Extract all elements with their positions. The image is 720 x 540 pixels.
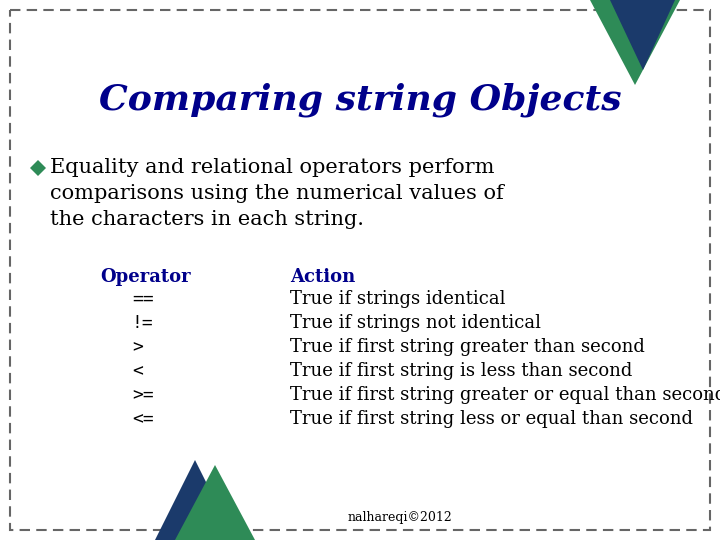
Text: Action: Action <box>290 268 355 286</box>
Polygon shape <box>155 460 235 540</box>
Text: nalhareqi©2012: nalhareqi©2012 <box>348 511 452 524</box>
Polygon shape <box>610 0 675 70</box>
Text: <: < <box>132 362 143 380</box>
Text: True if strings not identical: True if strings not identical <box>290 314 541 332</box>
Text: !=: != <box>132 314 154 332</box>
Text: <=: <= <box>132 410 154 428</box>
Polygon shape <box>590 0 680 85</box>
Text: the characters in each string.: the characters in each string. <box>50 210 364 229</box>
Text: >=: >= <box>132 386 154 404</box>
Text: True if first string is less than second: True if first string is less than second <box>290 362 632 380</box>
Text: Comparing string Objects: Comparing string Objects <box>99 83 621 117</box>
Text: ==: == <box>132 290 154 308</box>
Text: True if first string greater than second: True if first string greater than second <box>290 338 645 356</box>
Text: Equality and relational operators perform: Equality and relational operators perfor… <box>50 158 495 177</box>
Text: True if first string greater or equal than second: True if first string greater or equal th… <box>290 386 720 404</box>
Polygon shape <box>30 160 46 176</box>
Text: True if strings identical: True if strings identical <box>290 290 505 308</box>
Polygon shape <box>175 465 255 540</box>
Text: True if first string less or equal than second: True if first string less or equal than … <box>290 410 693 428</box>
Text: Operator: Operator <box>100 268 191 286</box>
Text: >: > <box>132 338 143 356</box>
Text: comparisons using the numerical values of: comparisons using the numerical values o… <box>50 184 504 203</box>
